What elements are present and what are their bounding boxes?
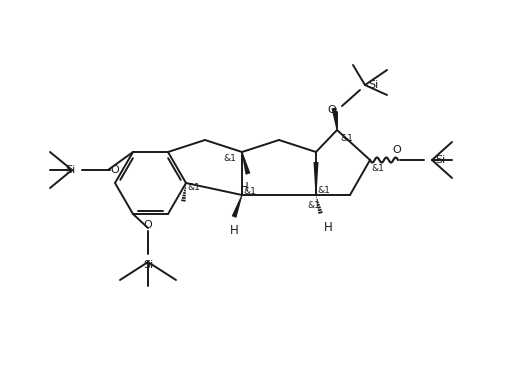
Text: O: O — [392, 145, 401, 155]
Text: Si: Si — [435, 155, 445, 165]
Text: H: H — [239, 181, 248, 193]
Polygon shape — [232, 195, 242, 218]
Polygon shape — [313, 162, 318, 195]
Text: O: O — [328, 105, 337, 115]
Text: O: O — [144, 220, 153, 230]
Text: O: O — [111, 165, 119, 175]
Text: Si: Si — [65, 165, 75, 175]
Text: &1: &1 — [372, 163, 385, 172]
Text: Si: Si — [143, 260, 153, 270]
Text: H: H — [230, 224, 238, 236]
Text: &1: &1 — [317, 186, 330, 194]
Text: &1: &1 — [244, 187, 256, 196]
Text: &1: &1 — [341, 134, 354, 142]
Polygon shape — [331, 108, 338, 130]
Polygon shape — [241, 152, 250, 175]
Text: &1: &1 — [188, 183, 201, 191]
Text: &1: &1 — [223, 153, 236, 162]
Text: &1: &1 — [308, 200, 321, 209]
Text: H: H — [324, 221, 332, 233]
Text: Si: Si — [368, 80, 378, 90]
